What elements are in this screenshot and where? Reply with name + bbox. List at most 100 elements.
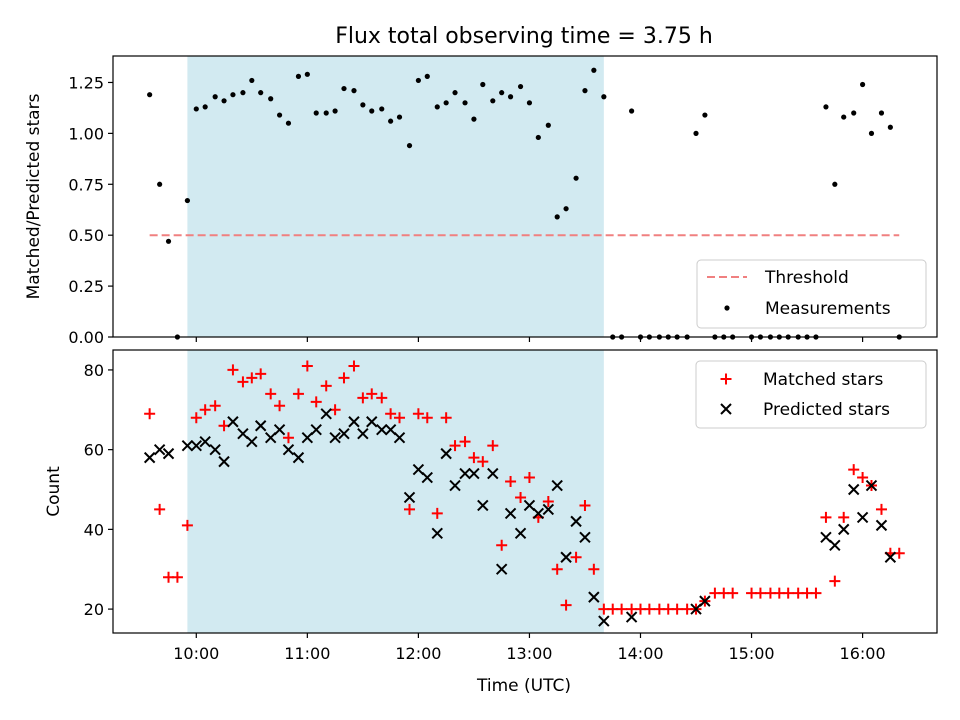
- y-axis-label: Count: [44, 466, 64, 517]
- predicted-star-point: [376, 424, 388, 436]
- predicted-star-point: [153, 443, 166, 456]
- predicted-star-point: [625, 611, 638, 623]
- measurement-point: [878, 110, 885, 116]
- x-tick-label: 12:00: [395, 644, 441, 663]
- matched-star-point: [754, 587, 766, 599]
- measurement-point: [480, 81, 486, 88]
- matched-star-point: [320, 380, 332, 392]
- matched-star-point: [209, 400, 221, 412]
- y-tick-label: 80: [84, 361, 104, 380]
- observing-span: [187, 350, 604, 633]
- y-tick-label: 0.25: [68, 277, 104, 296]
- matched-star-point: [727, 587, 739, 599]
- legend-threshold-label: Threshold: [764, 268, 849, 288]
- predicted-star-point: [579, 531, 591, 544]
- matched-star-point: [857, 472, 869, 484]
- matched-star-point: [875, 503, 887, 515]
- measurement-point: [859, 81, 866, 88]
- y-tick-label: 0.75: [68, 175, 104, 194]
- measurement-point: [258, 90, 264, 96]
- predicted-star-point: [495, 563, 508, 575]
- measurement-point: [415, 77, 421, 84]
- measurement-point: [341, 85, 347, 92]
- measurement-point: [452, 90, 458, 96]
- x-tick-label: 11:00: [284, 644, 330, 663]
- predicted-star-point: [884, 551, 897, 563]
- predicted-star-point: [384, 424, 397, 436]
- measurement-point: [406, 142, 413, 149]
- measurement-point: [471, 116, 477, 122]
- matched-star-point: [431, 507, 443, 519]
- ratio-panel: 0.00 0.25 0.50 0.75 1.00 1.25 Matched/Predicte…: [24, 55, 938, 347]
- x-tick-label: 15:00: [728, 644, 774, 663]
- measurement-point: [526, 100, 533, 106]
- measurement-point: [313, 110, 319, 116]
- matched-star-point: [154, 503, 166, 515]
- predicted-star-point: [542, 503, 555, 516]
- matched-star-point: [810, 587, 822, 599]
- matched-star-point: [477, 456, 489, 468]
- measurement-point: [157, 181, 163, 187]
- measurement-point: [212, 94, 218, 100]
- predicted-star-point: [848, 483, 860, 496]
- predicted-star-point: [598, 615, 610, 627]
- predicted-star-point: [301, 431, 314, 444]
- matched-star-point: [496, 539, 508, 551]
- matched-star-point: [227, 364, 239, 376]
- predicted-star-point: [865, 479, 878, 492]
- predicted-star-point: [199, 435, 211, 448]
- predicted-star-point: [551, 479, 563, 492]
- measurement-point: [276, 112, 283, 118]
- matched-star-point: [579, 499, 591, 511]
- matched-star-point: [265, 388, 277, 400]
- matched-star-point: [671, 603, 683, 615]
- matched-star-point: [551, 563, 563, 575]
- predicted-star-point: [820, 531, 832, 544]
- measurement-point: [295, 73, 302, 79]
- y-tick-label: 1.25: [68, 73, 104, 92]
- measurement-point: [165, 238, 172, 244]
- measurement-point: [230, 92, 236, 98]
- predicted-star-point: [273, 424, 286, 436]
- measurement-point: [499, 90, 505, 96]
- matched-star-point: [301, 360, 313, 372]
- matched-star-point: [144, 408, 156, 420]
- predicted-star-point: [431, 527, 443, 540]
- measurement-point: [629, 108, 635, 114]
- matched-star-point: [282, 432, 294, 444]
- matched-star-point: [412, 408, 424, 420]
- count-panel: 20 40 60 80 10:00 11:00 12:00 13:00 14:00 15:00 16…: [44, 349, 938, 663]
- predicted-star-point: [504, 507, 517, 520]
- matched-star-point: [255, 368, 267, 380]
- matched-star-point: [588, 563, 600, 575]
- measurement-point: [832, 181, 838, 187]
- measurement-point: [517, 83, 524, 90]
- matched-star-point: [782, 587, 794, 599]
- predicted-star-point: [338, 427, 350, 440]
- predicted-star-point: [209, 443, 221, 456]
- matched-star-point: [523, 472, 535, 484]
- matched-star-point: [487, 440, 499, 452]
- measurement-point: [443, 100, 449, 106]
- predicted-star-point: [190, 439, 202, 452]
- legend-measurements-label: Measurements: [765, 299, 891, 319]
- predicted-star-point: [412, 463, 425, 476]
- observing-span: [187, 56, 604, 337]
- measurement-point: [545, 122, 551, 128]
- measurement-point: [601, 94, 607, 100]
- measurement-point: [369, 108, 375, 114]
- measurement-point: [563, 206, 569, 212]
- matched-star-point: [199, 404, 211, 416]
- measurement-point: [490, 98, 496, 104]
- y-axis-label: Matched/Predicted stars: [24, 93, 44, 299]
- measurement-point: [887, 124, 893, 130]
- measurement-point: [184, 197, 191, 204]
- legend-predicted-swatch: [720, 403, 732, 415]
- legend-matched-label: Matched stars: [763, 370, 883, 390]
- measurement-point: [591, 67, 597, 73]
- legend-measurements-swatch: [724, 305, 730, 311]
- measurement-point: [379, 106, 385, 112]
- matched-star-point: [440, 412, 452, 424]
- measurement-point: [424, 73, 430, 79]
- measurement-point: [573, 175, 579, 181]
